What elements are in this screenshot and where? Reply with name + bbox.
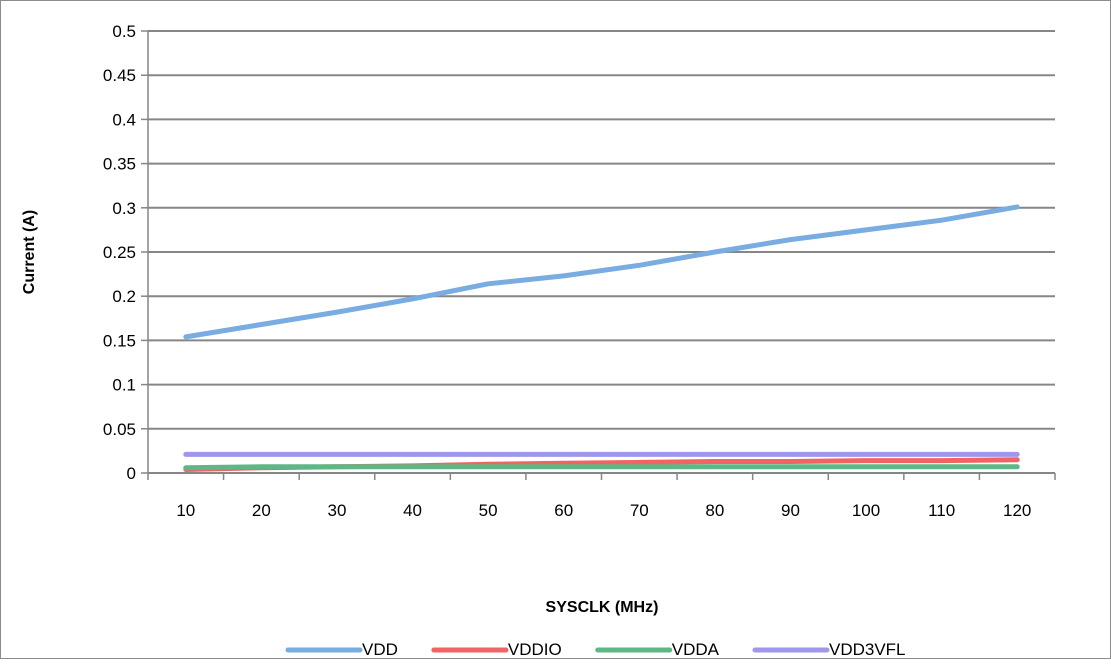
legend-item-vddio: VDDIO (431, 640, 562, 659)
axes (141, 30, 1056, 480)
x-tick-label: 100 (852, 501, 880, 520)
y-tick-label: 0.3 (112, 199, 136, 218)
y-tick-label: 0 (127, 464, 136, 483)
gridlines (148, 30, 1055, 430)
x-tick-label: 90 (781, 501, 800, 520)
series-line-vdd (183, 204, 1020, 340)
x-tick-label: 120 (1003, 501, 1031, 520)
legend-label: VDD3VFL (829, 640, 906, 659)
y-tick-label: 0.5 (112, 22, 136, 41)
x-tick-label: 40 (403, 501, 422, 520)
x-tick-label: 20 (252, 501, 271, 520)
x-tick-label: 70 (630, 501, 649, 520)
x-tick-label: 60 (554, 501, 573, 520)
series-lines (183, 204, 1020, 472)
x-tick-label: 30 (327, 501, 346, 520)
x-tick-label: 110 (928, 501, 955, 520)
y-tick-label: 0.25 (103, 243, 136, 262)
series-line-vdda (183, 464, 1020, 471)
y-tick-labels: 0 0.05 0.1 0.15 0.2 0.25 0.3 0.35 0.4 0.45 0.5 (103, 22, 136, 483)
y-tick-label: 0.05 (103, 420, 136, 439)
legend-label: VDDIO (508, 640, 562, 659)
y-axis-title: Current (A) (21, 210, 38, 294)
x-tick-label: 50 (479, 501, 498, 520)
legend-item-vdd: VDD (285, 640, 398, 659)
legend-item-vdda: VDDA (595, 640, 720, 659)
x-axis-title: SYSCLK (MHz) (546, 599, 659, 616)
y-tick-label: 0.15 (103, 331, 136, 350)
x-tick-label: 10 (176, 501, 195, 520)
legend-item-vdd3vfl: VDD3VFL (752, 640, 906, 659)
y-tick-label: 0.35 (103, 155, 136, 174)
legend-label: VDD (362, 640, 398, 659)
x-tick-labels: 10 20 30 40 50 60 70 80 90 100 110 120 (176, 501, 1031, 520)
legend-label: VDDA (672, 640, 720, 659)
x-tick-label: 80 (705, 501, 724, 520)
legend: VDD VDDIO VDDA VDD3VFL (285, 640, 906, 659)
y-tick-label: 0.2 (112, 287, 136, 306)
y-tick-label: 0.45 (103, 66, 136, 85)
y-tick-label: 0.1 (112, 376, 136, 395)
y-tick-label: 0.4 (112, 110, 136, 129)
